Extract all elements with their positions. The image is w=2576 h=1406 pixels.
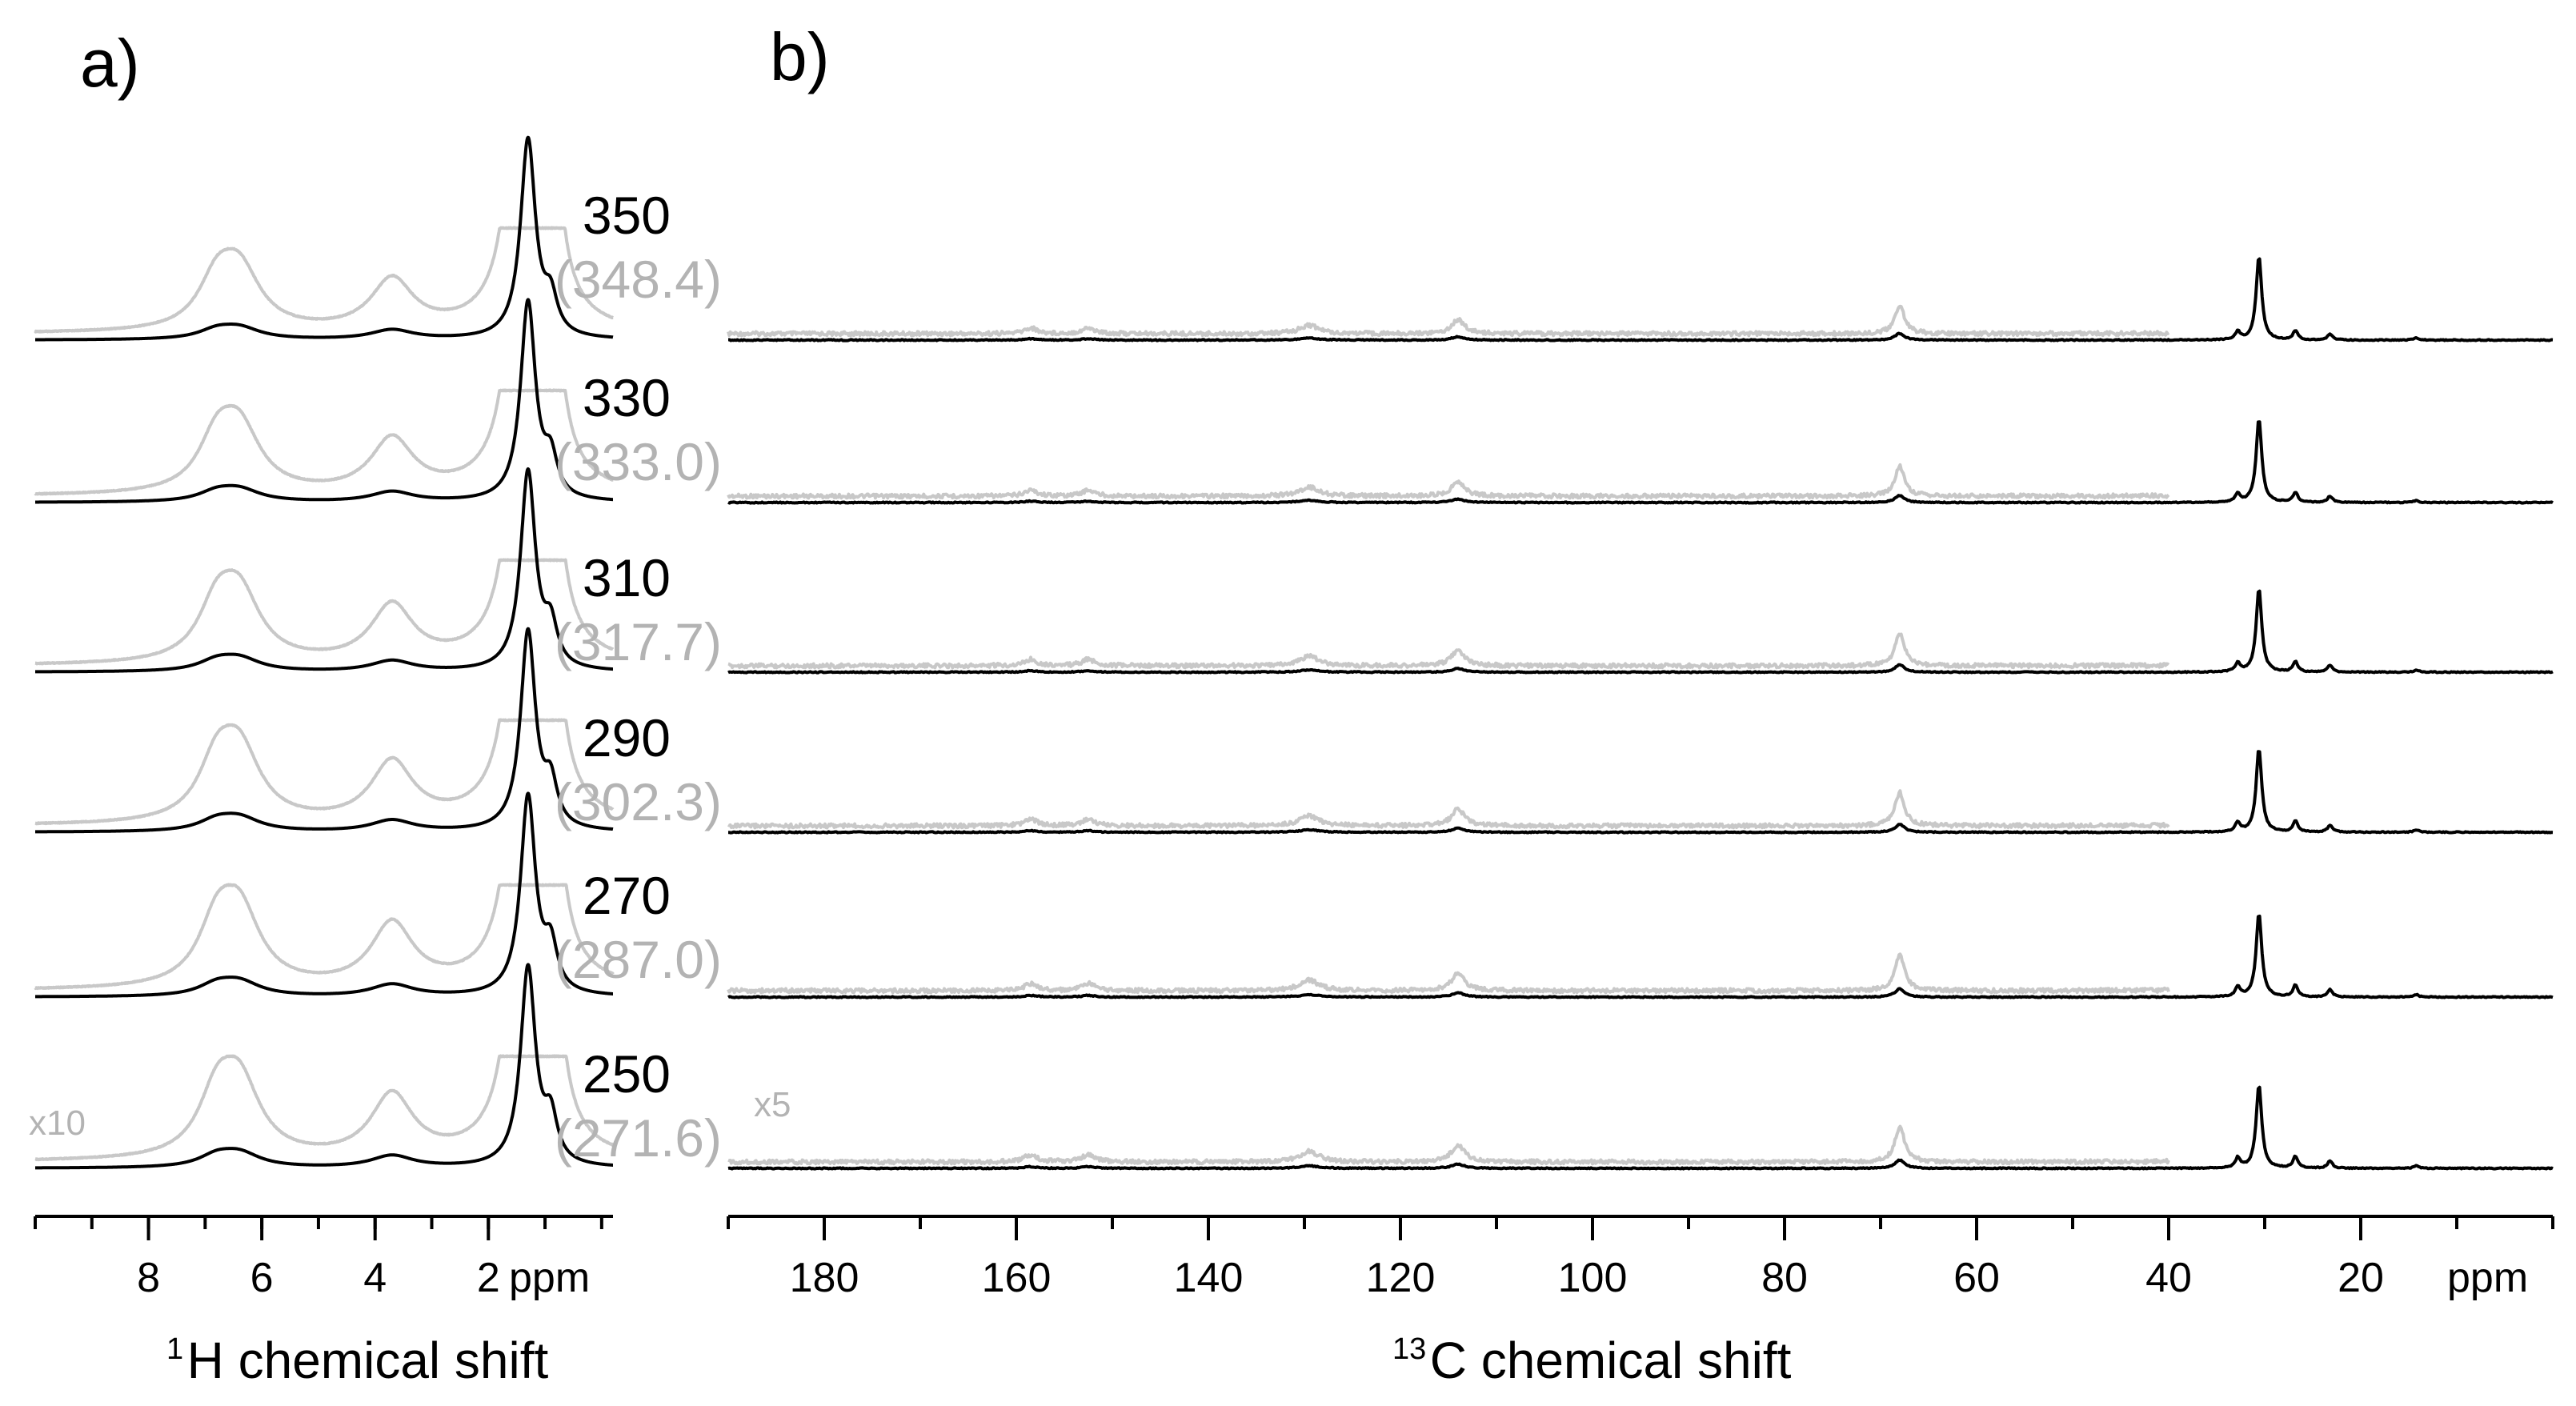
panel-b-trace-270 bbox=[727, 914, 2554, 999]
panel-a-trace-290 bbox=[34, 627, 615, 834]
panel-b-tick-label: 40 bbox=[2145, 1255, 2192, 1301]
panel-b-axis-title-sup: 13 bbox=[1392, 1332, 1426, 1366]
panel-a-trace-330 bbox=[34, 298, 615, 504]
panel-a-trace-270 bbox=[34, 791, 615, 999]
calibrated-temperature-label: (333.0) bbox=[555, 432, 722, 491]
set-temperature-label: 310 bbox=[583, 548, 671, 607]
panel-b-scaled-trace-250 bbox=[727, 1124, 2170, 1166]
panel-b-axis-title: 13 C chemical shift bbox=[1392, 1332, 1792, 1389]
panel-a-tick-label: 2 bbox=[477, 1255, 500, 1301]
panel-a-scaled-trace-270 bbox=[34, 883, 615, 991]
set-temperature-label: 290 bbox=[583, 708, 671, 767]
panel-a-tick-label: 8 bbox=[137, 1255, 160, 1301]
panel-b-trace-290 bbox=[727, 750, 2554, 835]
panel-b-tick-label: 180 bbox=[790, 1255, 859, 1301]
panel-b-tick-label: 100 bbox=[1558, 1255, 1628, 1301]
set-temperature-label: 270 bbox=[583, 866, 671, 925]
panel-a-ticks: 8 6 4 2 bbox=[34, 1216, 603, 1301]
panel-a-axis-title-sup: 1 bbox=[166, 1332, 183, 1366]
panel-b-scaled-trace-310 bbox=[727, 632, 2170, 670]
panel-a-scaled-trace-250 bbox=[34, 1054, 615, 1162]
panel-b-trace-330 bbox=[727, 420, 2554, 505]
panel-b-unit-label: ppm bbox=[2447, 1255, 2528, 1301]
panel-a-axis-title: 1 H chemical shift bbox=[166, 1332, 549, 1389]
panel-a-tick-label: 6 bbox=[250, 1255, 274, 1301]
panel-a-scaled-trace-350 bbox=[34, 226, 615, 334]
panel-b-label: b) bbox=[770, 19, 830, 94]
calibrated-temperature-label: (317.7) bbox=[555, 612, 722, 671]
panel-b-trace-350 bbox=[727, 257, 2554, 342]
panel-b-trace-250 bbox=[727, 1085, 2554, 1171]
set-temperature-label: 350 bbox=[583, 186, 671, 245]
panel-b-scale-note: x5 bbox=[754, 1085, 791, 1124]
panel-a-label: a) bbox=[80, 26, 140, 101]
panel-a-scaled-trace-330 bbox=[34, 388, 615, 496]
panel-a-traces bbox=[34, 135, 615, 1170]
panel-b-tick-label: 60 bbox=[1953, 1255, 2000, 1301]
panel-a-trace-310 bbox=[34, 467, 615, 674]
panel-b-axis-title-text: C chemical shift bbox=[1430, 1332, 1792, 1389]
panel-b-traces bbox=[727, 257, 2554, 1171]
set-temperature-label: 250 bbox=[583, 1044, 671, 1104]
panel-b-scaled-trace-350 bbox=[727, 304, 2170, 338]
panel-a-tick-label: 4 bbox=[363, 1255, 387, 1301]
panel-a-x-axis: 8 6 4 2 ppm 1 H chemical shift bbox=[34, 1215, 613, 1389]
panel-a-trace-350 bbox=[34, 135, 615, 342]
calibrated-temperature-label: (271.6) bbox=[555, 1108, 722, 1168]
panel-b-tick-label: 140 bbox=[1174, 1255, 1244, 1301]
panel-a-scaled-trace-310 bbox=[34, 558, 615, 666]
panel-b-scaled-trace-290 bbox=[727, 789, 2170, 830]
panel-b-ticks: 180 160 140 120 100 80 60 40 20 bbox=[727, 1216, 2554, 1301]
panel-b-x-axis: 180 160 140 120 100 80 60 40 20 ppm 13 C chemica… bbox=[727, 1215, 2554, 1389]
panel-b-tick-label: 20 bbox=[2338, 1255, 2384, 1301]
calibrated-temperature-label: (302.3) bbox=[555, 772, 722, 831]
panel-b-tick-label: 80 bbox=[1761, 1255, 1808, 1301]
panel-b-scaled-trace-330 bbox=[727, 463, 2170, 500]
calibrated-temperature-label: (348.4) bbox=[555, 250, 722, 309]
panel-b-trace-310 bbox=[727, 589, 2554, 675]
calibrated-temperature-label: (287.0) bbox=[555, 930, 722, 989]
temperature-labels: 350(348.4) 330(333.0) 310(317.7) 290(302.3)… bbox=[555, 186, 722, 1168]
panel-b-tick-label: 160 bbox=[982, 1255, 1052, 1301]
panel-a-axis-title-text: H chemical shift bbox=[187, 1332, 549, 1389]
panel-b-scaled-trace-270 bbox=[727, 952, 2170, 995]
panel-a-scaled-trace-290 bbox=[34, 718, 615, 826]
panel-a-unit-label: ppm bbox=[509, 1255, 590, 1301]
set-temperature-label: 330 bbox=[583, 368, 671, 427]
panel-a-trace-250 bbox=[34, 963, 615, 1170]
panel-a-scale-note: x10 bbox=[29, 1104, 86, 1143]
panel-b-tick-label: 120 bbox=[1366, 1255, 1436, 1301]
